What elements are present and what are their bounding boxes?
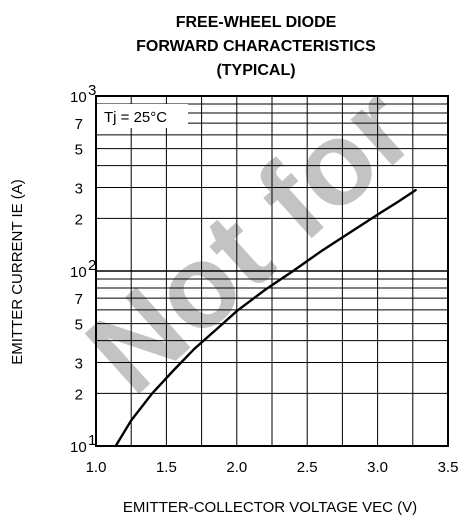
x-axis-label: EMITTER-COLLECTOR VOLTAGE VEC (V) (123, 499, 417, 516)
temperature-annotation: Tj = 25°C (104, 109, 167, 126)
x-tick-label: 2.5 (297, 459, 318, 476)
x-tick-label: 3.0 (367, 459, 388, 476)
y-tick-label: 7 (75, 116, 83, 133)
x-tick-label: 1.0 (86, 459, 107, 476)
plot-frame (95, 95, 449, 447)
y-tick-label: 2 (75, 386, 83, 403)
grid (95, 96, 449, 446)
y-tick-label: 7 (75, 291, 83, 308)
series-line-0 (114, 188, 417, 448)
x-tick-label: 3.5 (438, 459, 459, 476)
y-tick-label: 10 (70, 264, 87, 281)
y-tick-label: 5 (75, 142, 83, 159)
y-tick-label: 5 (75, 317, 83, 334)
y-axis-label: EMITTER CURRENT IE (A) (9, 179, 26, 365)
y-tick-label: 10 (70, 439, 87, 456)
chart-title-line-3: (TYPICAL) (216, 62, 295, 79)
series-layer (114, 188, 417, 448)
y-tick-label: 3 (75, 356, 83, 373)
x-tick-label: 1.5 (156, 459, 177, 476)
chart-title-line-2: FORWARD CHARACTERISTICS (136, 38, 376, 55)
x-tick-label: 2.0 (226, 459, 247, 476)
y-tick-exponent: 3 (88, 82, 96, 99)
y-tick-label: 2 (75, 211, 83, 228)
y-tick-exponent: 2 (88, 257, 96, 274)
y-tick-exponent: 1 (88, 432, 96, 449)
annotation-box (96, 104, 188, 128)
y-tick-label: 10 (70, 89, 87, 106)
y-tick-label: 3 (75, 181, 83, 198)
chart-title-line-1: FREE-WHEEL DIODE (176, 14, 337, 31)
